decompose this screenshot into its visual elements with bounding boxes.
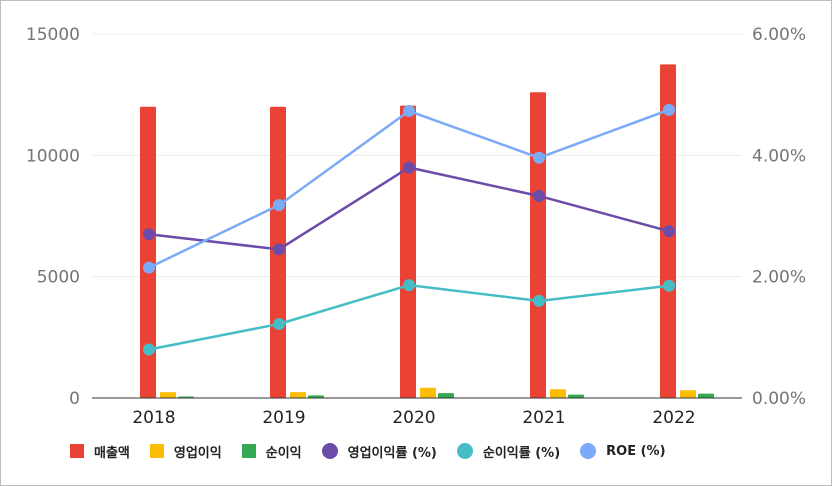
bar	[420, 387, 436, 398]
y-right-tick-label: 4.00%	[752, 146, 806, 166]
bar	[140, 106, 156, 399]
y-left-tick-label: 0	[69, 389, 80, 409]
x-tick-label: 2018	[132, 408, 175, 428]
series-point	[273, 199, 285, 212]
legend-label-revenue: 매출액	[94, 445, 130, 461]
legend-item-operating-margin: 영업이익률 (%)	[321, 442, 437, 461]
legend-item-net-margin: 순이익률 (%)	[456, 442, 561, 461]
bar	[400, 105, 416, 398]
bar	[698, 393, 714, 398]
legend-label-operating-profit: 영업이익	[173, 445, 222, 461]
y-right-tick-label: 6.00%	[752, 25, 806, 45]
bar	[568, 394, 584, 398]
series-point	[663, 103, 675, 116]
bar	[530, 92, 546, 399]
series-point	[403, 279, 415, 292]
legend-label-net-margin: 순이익률 (%)	[482, 445, 561, 461]
series-point	[273, 317, 285, 330]
x-tick-label: 2020	[392, 408, 435, 428]
y-left-tick-label: 10000	[26, 146, 80, 166]
legend-item-operating-profit: 영업이익	[149, 442, 222, 461]
legend-swatch-revenue	[70, 444, 84, 458]
series-point	[143, 261, 155, 274]
series-point	[143, 343, 155, 356]
bar	[438, 393, 454, 398]
y-left-tick-label: 5000	[37, 268, 80, 288]
legend-label-roe: ROE (%)	[606, 443, 666, 459]
bar	[160, 392, 176, 398]
chart-legend: 매출액 영업이익 순이익 영업이익률 (%) 순이익률 (%) ROE (%)	[70, 440, 686, 462]
legend-item-roe: ROE (%)	[580, 443, 666, 459]
bar	[680, 390, 696, 398]
series-point	[533, 294, 545, 307]
bar	[550, 389, 566, 398]
legend-swatch-net-income	[241, 444, 256, 458]
series-point	[533, 189, 545, 202]
legend-label-operating-margin: 영업이익률 (%)	[347, 445, 437, 461]
y-right-tick-label: 0.00%	[752, 389, 806, 409]
x-tick-label: 2019	[262, 408, 305, 428]
series-point	[403, 105, 415, 118]
y-left-tick-label: 15000	[26, 25, 80, 45]
series-point	[403, 161, 415, 174]
series-point	[273, 243, 285, 256]
bar	[308, 395, 324, 398]
series-point	[663, 225, 675, 238]
series-point	[533, 151, 545, 164]
legend-swatch-operating-profit	[149, 444, 164, 458]
series-point	[663, 279, 675, 292]
legend-dot-net-margin	[456, 443, 473, 459]
y-right-tick-label: 2.00%	[752, 268, 806, 288]
legend-dot-roe	[580, 443, 597, 459]
legend-item-revenue: 매출액	[70, 442, 130, 461]
x-tick-label: 2022	[652, 408, 695, 428]
legend-item-net-income: 순이익	[241, 442, 302, 461]
legend-label-net-income: 순이익	[265, 445, 302, 461]
legend-dot-operating-margin	[321, 443, 338, 459]
bar	[290, 392, 306, 398]
x-tick-label: 2021	[522, 408, 565, 428]
series-point	[143, 228, 155, 241]
